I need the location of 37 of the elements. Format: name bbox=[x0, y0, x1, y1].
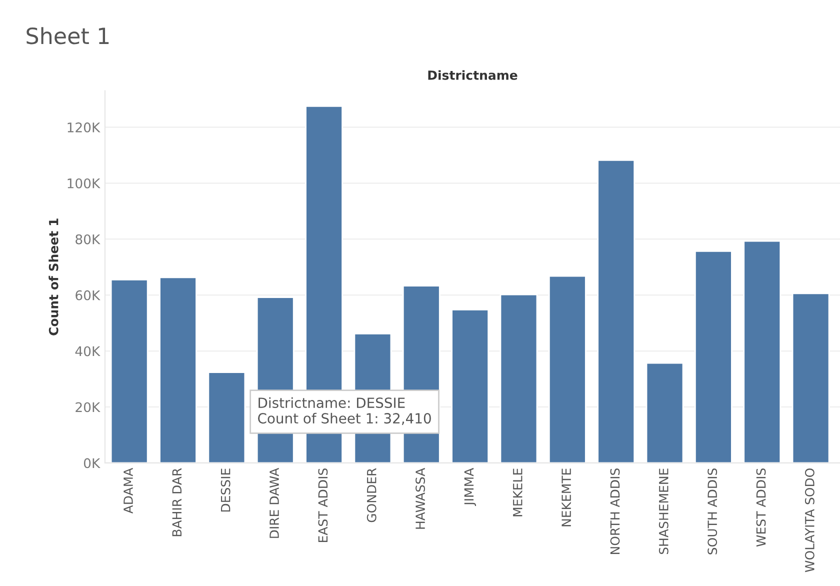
x-axis-title: Districtname bbox=[428, 70, 518, 80]
x-tick-label: NORTH ADDIS bbox=[610, 468, 620, 554]
x-tick-label: DIRE DAWA bbox=[270, 468, 279, 538]
x-tick-label: HAWASSA bbox=[416, 468, 426, 529]
bar bbox=[548, 275, 586, 463]
bar bbox=[597, 160, 636, 463]
y-tick-label: 20K bbox=[76, 402, 100, 412]
y-tick-label: 0K bbox=[84, 458, 100, 468]
y-tick-label: 40K bbox=[75, 346, 100, 356]
y-tick-label: 120K bbox=[68, 122, 100, 132]
x-tick-label: SHASHEMENE bbox=[658, 468, 668, 554]
annotation: Districtname: DESSIE Count of Sheet 1: 32,410 bbox=[258, 397, 431, 425]
x-tick-label: MEKELE bbox=[513, 468, 522, 516]
y-axis-title: Count of Sheet 1 bbox=[48, 218, 58, 336]
x-tick-label: GONDER bbox=[366, 468, 376, 522]
x-tick-label: SOUTH ADDIS bbox=[708, 468, 718, 554]
bar bbox=[159, 276, 197, 463]
bar bbox=[451, 308, 490, 463]
y-tick-label: 60K bbox=[76, 290, 100, 300]
x-tick-label: DESSIE bbox=[220, 468, 230, 512]
x-tick-label: NEKEMTE bbox=[562, 468, 571, 526]
bar bbox=[646, 362, 684, 463]
x-tick-label: WOLAYITA SODO bbox=[804, 468, 814, 572]
x-tick-label: JIMMA bbox=[464, 468, 476, 506]
bar bbox=[743, 240, 782, 463]
chart-title: Sheet 1 bbox=[26, 27, 109, 44]
bar bbox=[694, 250, 732, 463]
x-tick-label: EAST ADDIS bbox=[318, 468, 328, 542]
x-tick-label: ADAMA bbox=[124, 468, 133, 514]
x-tick-label: WEST ADDIS bbox=[756, 468, 766, 547]
y-tick-label: 100K bbox=[68, 178, 100, 188]
x-tick-label: BAHIR DAR bbox=[172, 468, 182, 536]
bar bbox=[500, 294, 538, 463]
bar bbox=[792, 292, 830, 463]
y-tick-label: 80K bbox=[76, 234, 100, 244]
bar bbox=[208, 372, 246, 463]
bar bbox=[110, 278, 148, 463]
